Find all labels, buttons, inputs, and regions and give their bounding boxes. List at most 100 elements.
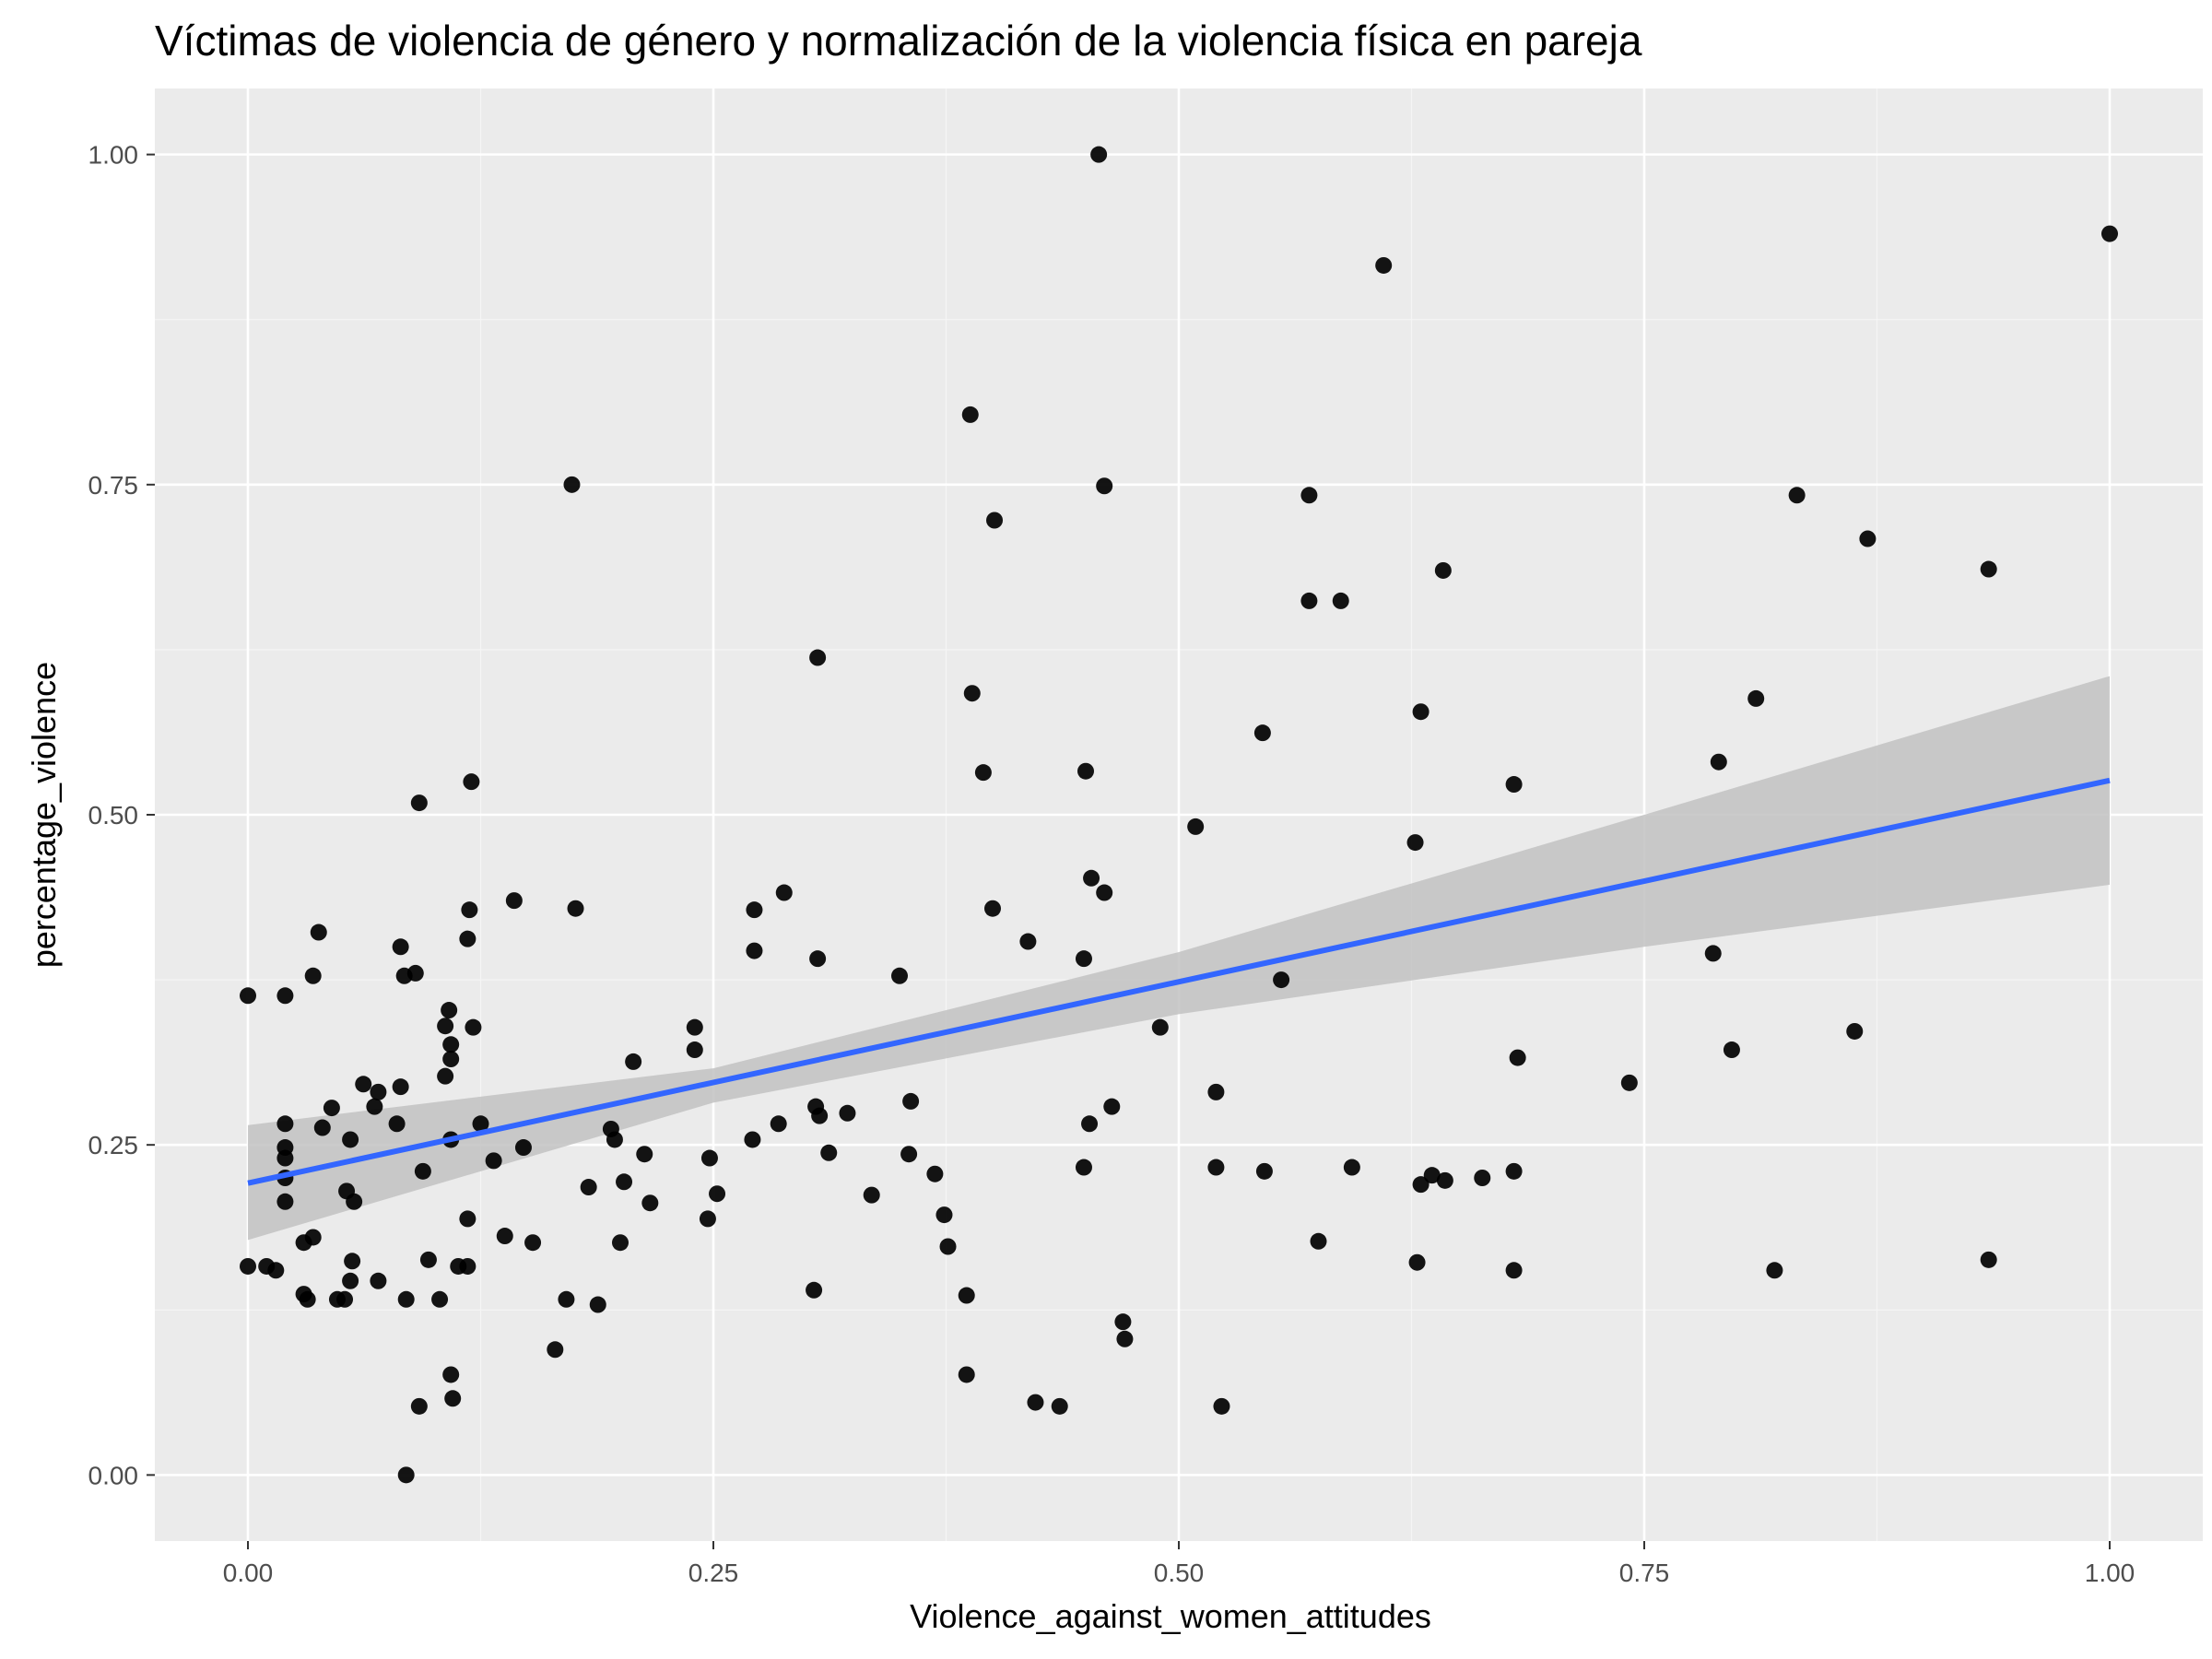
data-point [744, 1131, 761, 1148]
data-point [366, 1098, 383, 1115]
data-point [809, 950, 827, 968]
data-point [1710, 753, 1727, 771]
data-point [1255, 1162, 1273, 1180]
x-axis-ticks: 0.00 0.25 0.50 0.75 1.00 [223, 1541, 2136, 1587]
data-point [459, 930, 477, 947]
data-point [1474, 1170, 1491, 1186]
x-tick-label: 1.00 [2085, 1559, 2136, 1587]
data-point [1213, 1397, 1230, 1415]
data-point [505, 892, 523, 910]
data-point [442, 1036, 460, 1053]
data-point [323, 1100, 340, 1117]
data-point [616, 1173, 633, 1191]
data-point [240, 987, 256, 1005]
data-point [1310, 1232, 1327, 1250]
data-point [342, 1131, 359, 1148]
major-gridlines [155, 88, 2203, 1541]
data-point [1766, 1262, 1783, 1279]
data-point [441, 1002, 458, 1019]
x-tick-label: 0.50 [1154, 1559, 1205, 1587]
data-point [700, 1149, 718, 1167]
data-point [1207, 1083, 1225, 1100]
data-point [612, 1234, 629, 1252]
data-point [746, 942, 763, 959]
data-point [1980, 1251, 1997, 1268]
data-point [444, 1390, 462, 1407]
data-point [276, 1149, 294, 1167]
data-point [437, 1067, 454, 1085]
data-point [1412, 703, 1430, 721]
data-point [410, 1397, 428, 1415]
data-point [963, 685, 981, 702]
data-point [388, 1115, 406, 1133]
data-point [1406, 834, 1424, 852]
data-point [589, 1296, 606, 1313]
data-point [974, 764, 992, 782]
data-point [442, 1366, 460, 1383]
data-point [1788, 487, 1806, 504]
data-point [806, 1281, 823, 1299]
data-point [699, 1210, 716, 1228]
data-point [392, 938, 409, 956]
data-point [276, 987, 294, 1005]
data-point [820, 1144, 838, 1161]
data-point [1075, 950, 1092, 968]
data-point [276, 1115, 294, 1133]
data-point [419, 1251, 437, 1268]
y-axis-title: percentage_violence [25, 662, 63, 968]
data-point [636, 1146, 653, 1163]
data-point [472, 1115, 489, 1133]
data-point [1343, 1159, 1360, 1176]
data-point [746, 901, 763, 919]
data-point [370, 1083, 387, 1100]
y-tick-label: 0.75 [88, 471, 139, 500]
data-point [336, 1290, 354, 1308]
data-point [567, 900, 584, 917]
data-point [485, 1152, 502, 1170]
data-point [304, 1229, 322, 1246]
x-tick-label: 0.25 [688, 1559, 739, 1587]
data-point [496, 1228, 513, 1245]
data-point [984, 900, 1001, 917]
data-point [397, 1290, 415, 1308]
data-point [1019, 933, 1037, 950]
data-point [1096, 884, 1113, 901]
data-point [563, 476, 581, 493]
data-point [442, 1051, 460, 1068]
data-point [524, 1234, 542, 1252]
y-tick-label: 0.25 [88, 1131, 139, 1159]
data-point [1077, 762, 1094, 780]
data-point [1075, 1159, 1092, 1176]
x-tick-label: 0.00 [223, 1559, 274, 1587]
data-point [1620, 1074, 1638, 1091]
data-point [461, 901, 478, 919]
y-tick-label: 0.50 [88, 801, 139, 830]
data-point [431, 1290, 449, 1308]
data-point [606, 1131, 623, 1148]
data-point [1704, 945, 1722, 962]
data-point [1103, 1098, 1121, 1115]
y-tick-label: 1.00 [88, 141, 139, 170]
data-point [709, 1185, 726, 1203]
data-point [1081, 1115, 1099, 1133]
data-point [986, 512, 1004, 529]
data-point [342, 1272, 359, 1289]
data-point [346, 1193, 363, 1210]
data-point [355, 1076, 372, 1093]
data-point [1332, 592, 1349, 609]
data-point [1434, 561, 1452, 579]
chart-title: Víctimas de violencia de género y normal… [155, 17, 1642, 65]
data-point [313, 1119, 331, 1136]
x-tick-label: 0.75 [1619, 1559, 1670, 1587]
x-axis-title: Violence_against_women_attitudes [910, 1597, 1431, 1635]
data-point [580, 1179, 597, 1196]
confidence-band [248, 676, 2110, 1241]
data-point [1436, 1171, 1453, 1189]
data-point [1423, 1167, 1441, 1184]
data-point [437, 1018, 454, 1035]
data-point [926, 1165, 944, 1182]
data-point [1090, 146, 1108, 163]
data-point [900, 1146, 918, 1163]
